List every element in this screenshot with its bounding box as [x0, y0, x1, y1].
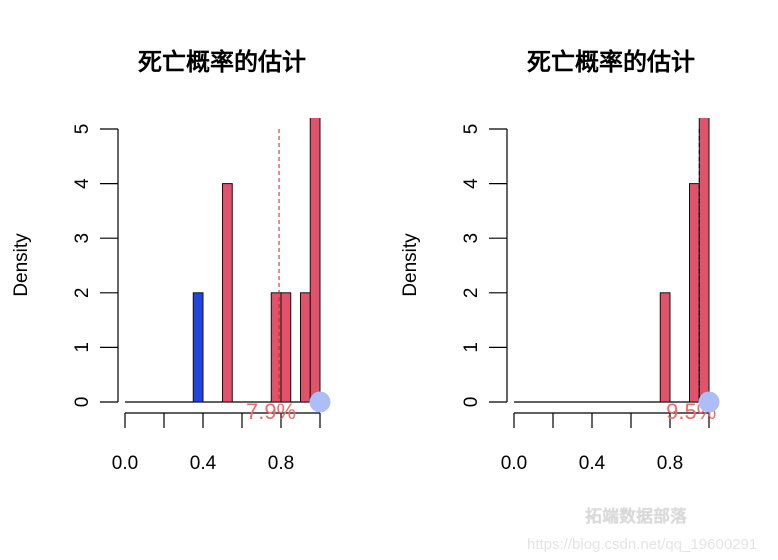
y-tick-label: 2	[72, 288, 93, 299]
y-axis-label: Density	[11, 233, 32, 297]
histogram-bar	[192, 292, 204, 403]
y-tick-label: 4	[461, 178, 482, 189]
x-tick-label: 0.4	[190, 453, 217, 474]
y-tick-label: 5	[461, 124, 482, 135]
watermark-url: https://blog.csdn.net/qq_19600291	[527, 536, 758, 553]
histogram-bar	[698, 118, 710, 403]
histogram-bar	[280, 292, 292, 403]
estimate-label: 7.9%	[246, 399, 296, 424]
x-tick-label: 0.4	[579, 453, 606, 474]
y-axis-label: Density	[400, 233, 421, 297]
y-tick-label: 1	[72, 342, 93, 353]
y-tick-label: 3	[72, 233, 93, 244]
y-tick-label: 3	[461, 233, 482, 244]
chart-title: 死亡概率的估计	[138, 47, 306, 76]
histogram-bar	[659, 292, 671, 403]
histogram-bar	[222, 183, 233, 403]
y-tick-label: 0	[72, 397, 93, 408]
y-tick-label: 1	[461, 342, 482, 353]
x-tick-label: 0.0	[112, 453, 138, 474]
y-tick-label: 4	[72, 178, 93, 189]
chart-title: 死亡概率的估计	[527, 47, 695, 76]
x-tick-label: 0.8	[268, 453, 294, 474]
histogram-bar	[689, 183, 700, 403]
y-tick-label: 5	[72, 124, 93, 135]
x-tick-label: 0.8	[657, 453, 683, 474]
panel-1: 死亡概率的估计 Density 0 1 2 3 4 5 0.0 0.4 0.8 7.9%	[11, 47, 331, 474]
histogram-bar	[309, 118, 321, 403]
watermark-brand: 拓端数据部落	[585, 507, 687, 526]
observed-marker	[698, 391, 720, 413]
y-tick-label: 2	[461, 288, 482, 299]
observed-marker	[309, 391, 331, 413]
x-tick-label: 0.0	[501, 453, 527, 474]
histogram-bar	[300, 292, 311, 403]
y-tick-label: 0	[461, 397, 482, 408]
